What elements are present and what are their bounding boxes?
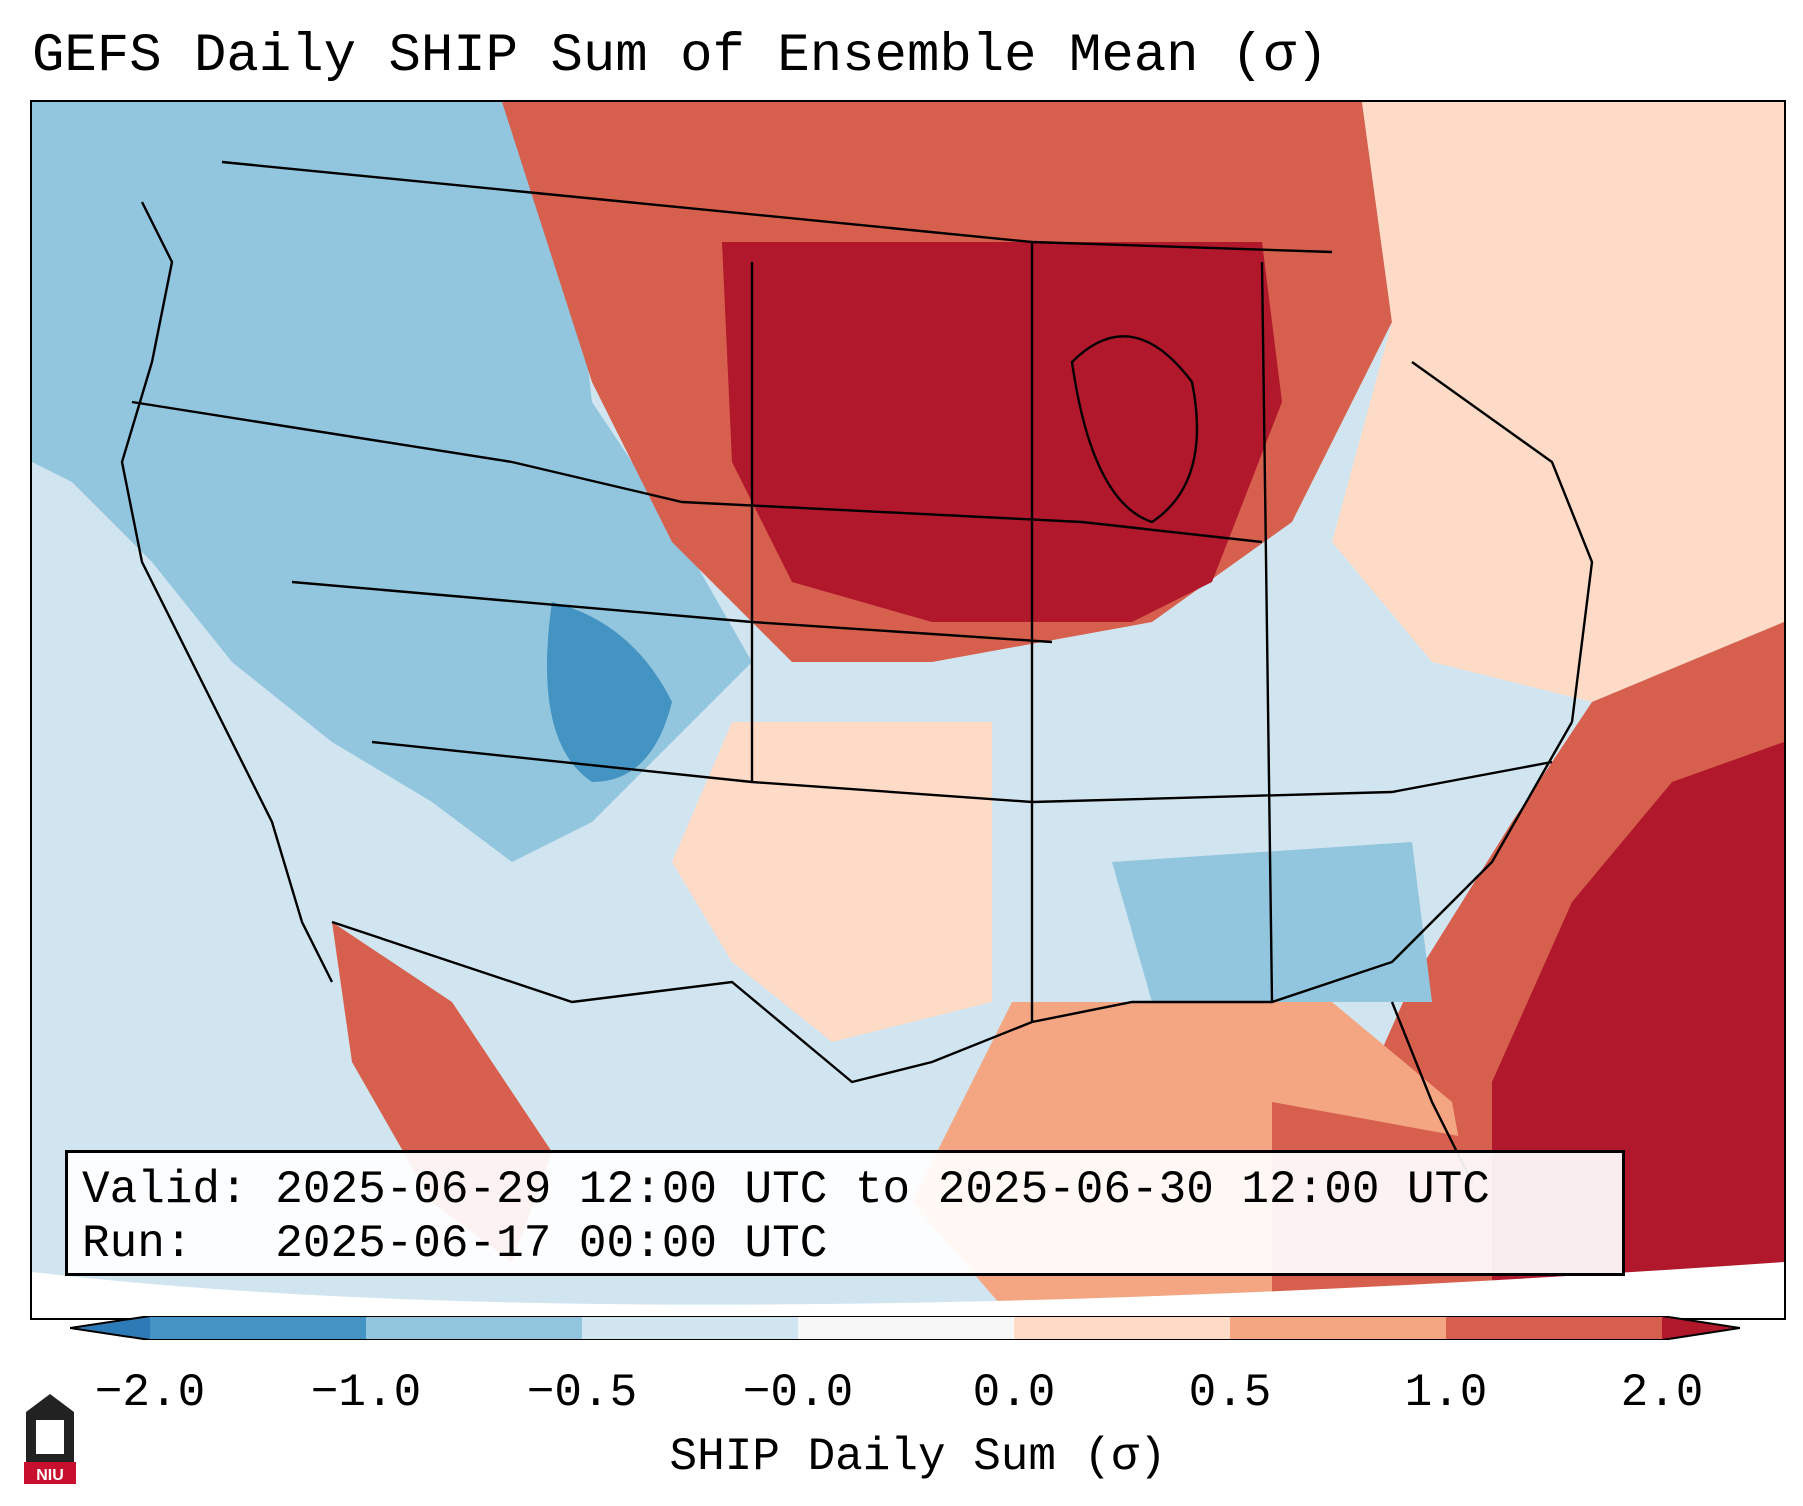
colorbar-seg-3 — [582, 1316, 798, 1340]
positive-anomaly-southern-plains — [672, 722, 992, 1042]
colorbar-label: SHIP Daily Sum (σ) — [669, 1431, 1167, 1483]
logo-badge — [24, 1462, 76, 1484]
colorbar-seg-5 — [1014, 1316, 1230, 1340]
colorbar-tick-label: 1.0 — [1404, 1367, 1488, 1419]
positive-anomaly-northeast — [1332, 102, 1784, 702]
niu-logo: NIU — [24, 1394, 76, 1484]
colorbar-seg-2 — [366, 1316, 582, 1340]
validity-info-box: Valid: 2025-06-29 12:00 UTC to 2025-06-3… — [65, 1150, 1625, 1276]
strong-positive-midwest — [722, 242, 1282, 622]
map-panel — [30, 100, 1786, 1320]
colorbar-seg-1 — [150, 1316, 366, 1340]
colorbar-seg-8 — [1662, 1316, 1740, 1340]
west-coast-outline — [120, 201, 334, 983]
colorbar-seg-6 — [1230, 1316, 1446, 1340]
logo-text: NIU — [36, 1467, 64, 1484]
colorbar-seg-4 — [798, 1316, 1014, 1340]
run-label: Run: — [82, 1218, 193, 1270]
colorbar-tick-label: −2.0 — [94, 1367, 206, 1419]
strong-negative-colorado — [547, 602, 672, 782]
political-boundaries — [120, 160, 1594, 1183]
colorbar-tick-label: 2.0 — [1620, 1367, 1704, 1419]
east-coast-outline — [1411, 361, 1594, 723]
colorbar-tick-label: 0.0 — [972, 1367, 1056, 1419]
northern-state-line — [131, 400, 1263, 544]
colorbar-seg-7 — [1446, 1316, 1662, 1340]
projection-edge — [32, 1262, 1784, 1318]
page-title: GEFS Daily SHIP Sum of Ensemble Mean (σ) — [32, 26, 1329, 87]
valid-value: 2025-06-29 12:00 UTC to 2025-06-30 12:00… — [275, 1164, 1490, 1216]
logo-window — [36, 1420, 64, 1454]
great-lakes-outline — [1070, 335, 1199, 524]
colorbar — [70, 1316, 1740, 1340]
colorbar-seg-0 — [70, 1316, 150, 1340]
run-value: 2025-06-17 00:00 UTC — [275, 1218, 828, 1270]
appalachian-line — [1260, 261, 1274, 1003]
colorbar-tick-label: −1.0 — [310, 1367, 422, 1419]
colorbar-tick-label: −0.0 — [742, 1367, 854, 1419]
colorbar-tick-label: 0.5 — [1188, 1367, 1272, 1419]
map-svg — [32, 102, 1784, 1318]
valid-label: Valid: — [82, 1164, 248, 1216]
colorbar-tick-label: −0.5 — [526, 1367, 638, 1419]
